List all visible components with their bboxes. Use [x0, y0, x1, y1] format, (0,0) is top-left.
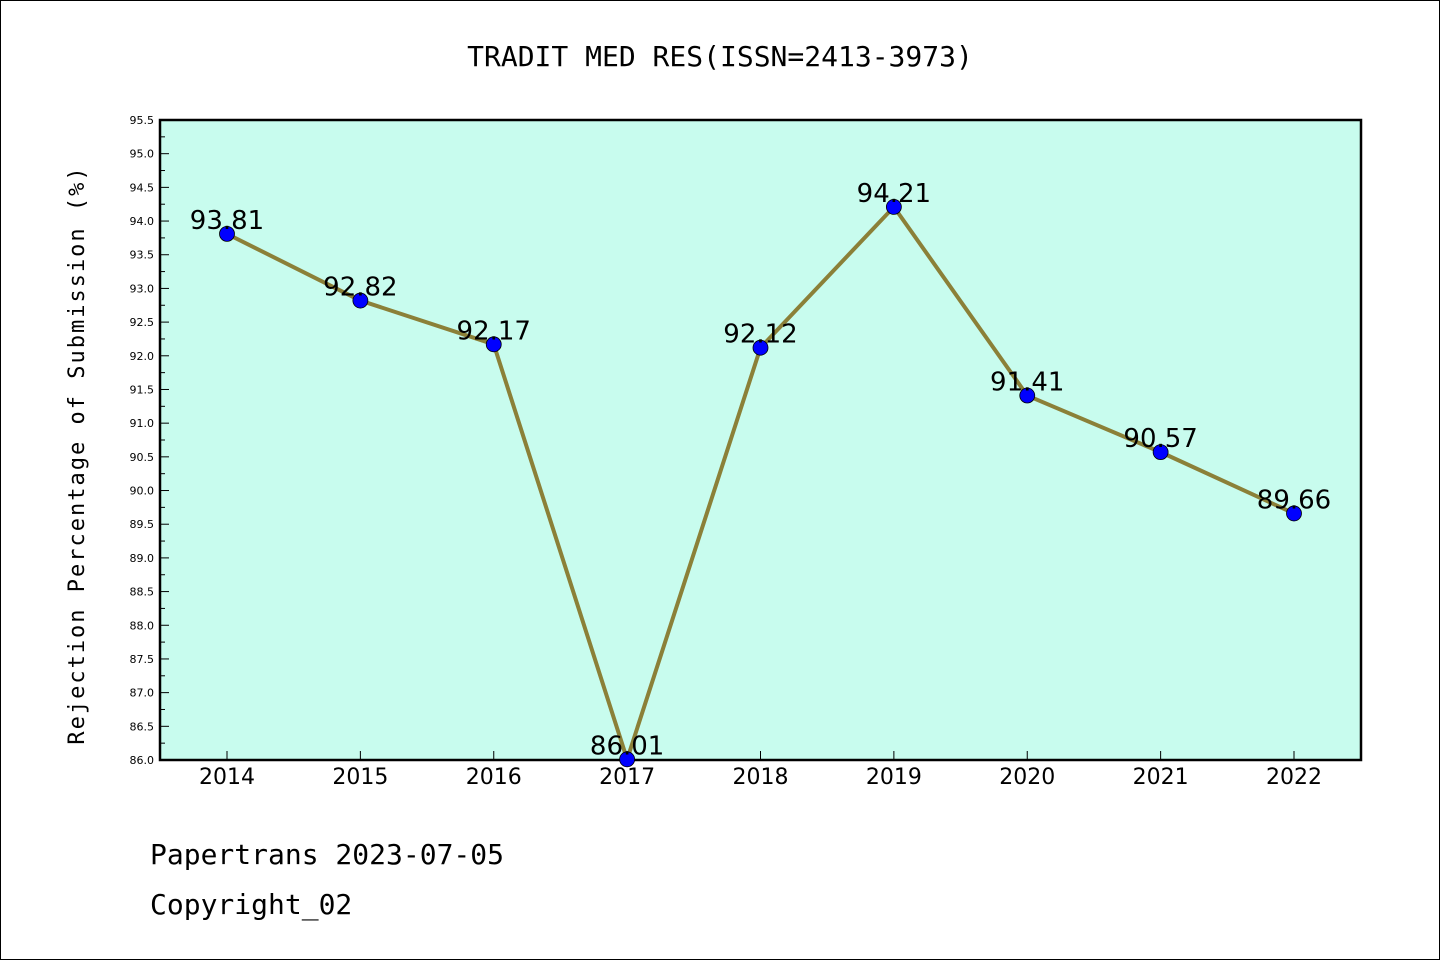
y-tick-label: 89.0 — [130, 552, 155, 565]
data-label: 91.41 — [990, 368, 1064, 398]
y-tick-label: 92.5 — [130, 316, 155, 329]
y-axis: 86.0 86.5 87.0 87.5 88.0 88.5 89.0 89.5 90.0 90.5… — [130, 114, 169, 767]
data-point — [219, 225, 235, 242]
data-point — [1019, 387, 1036, 404]
x-axis: 2014 2015 2016 2017 2018 2019 2020 2021 2022 — [199, 751, 1322, 790]
x-tick-label: 2022 — [1266, 765, 1322, 790]
y-tick-label: 93.0 — [130, 282, 155, 295]
y-tick-label: 89.5 — [130, 518, 155, 531]
data-point — [619, 751, 636, 768]
y-tick-label: 90.0 — [130, 485, 155, 498]
data-label: 90.57 — [1123, 424, 1197, 454]
data-label: 92.82 — [323, 273, 397, 303]
y-tick-label: 87.5 — [130, 653, 155, 666]
data-label: 86.01 — [590, 731, 664, 761]
y-tick-label: 94.0 — [130, 215, 155, 228]
x-tick-label: 2020 — [999, 765, 1055, 790]
data-point — [1286, 505, 1302, 522]
plot-area — [158, 118, 1363, 762]
y-tick-label: 95.5 — [130, 114, 155, 127]
y-tick-label: 94.5 — [130, 181, 155, 194]
y-tick-label: 88.0 — [130, 619, 155, 632]
y-tick-label: 90.5 — [130, 451, 155, 464]
data-point — [752, 339, 769, 356]
series-line-group — [219, 199, 1302, 768]
chart-title: TRADIT MED RES(ISSN=2413-3973) — [467, 40, 973, 73]
data-label: 89.66 — [1257, 485, 1331, 515]
data-label: 93.81 — [190, 206, 264, 236]
y-axis-label: Rejection Percentage of Submission (%) — [65, 165, 90, 744]
y-tick-label: 88.5 — [130, 586, 155, 599]
footer-copyright: Copyright_02 — [150, 888, 352, 922]
y-tick-label: 91.5 — [130, 383, 155, 396]
x-tick-label: 2016 — [466, 765, 522, 790]
data-point — [885, 199, 902, 215]
data-label-group: 93.81 92.82 92.17 86.01 92.12 94.21 91.41 90.57… — [190, 179, 1331, 761]
y-tick-label: 86.0 — [130, 754, 155, 767]
data-point — [1152, 444, 1169, 461]
data-label: 94.21 — [857, 179, 931, 209]
x-tick-label: 2015 — [332, 765, 388, 790]
footer-date: Papertrans 2023-07-05 — [150, 838, 504, 871]
y-tick-label: 92.0 — [130, 350, 155, 363]
y-tick-label: 87.0 — [130, 687, 155, 700]
x-tick-label: 2019 — [866, 765, 922, 790]
x-tick-label: 2018 — [733, 765, 789, 790]
y-tick-label: 91.0 — [130, 417, 155, 430]
y-tick-label: 86.5 — [130, 720, 155, 733]
x-tick-label: 2014 — [199, 765, 255, 790]
data-label: 92.12 — [723, 320, 797, 350]
y-tick-label: 93.5 — [130, 249, 155, 262]
data-point — [485, 336, 502, 353]
x-tick-label: 2017 — [599, 765, 655, 790]
data-label: 92.17 — [457, 316, 531, 346]
data-point — [352, 292, 369, 309]
y-tick-label: 95.0 — [130, 148, 155, 161]
x-tick-label: 2021 — [1133, 765, 1189, 790]
